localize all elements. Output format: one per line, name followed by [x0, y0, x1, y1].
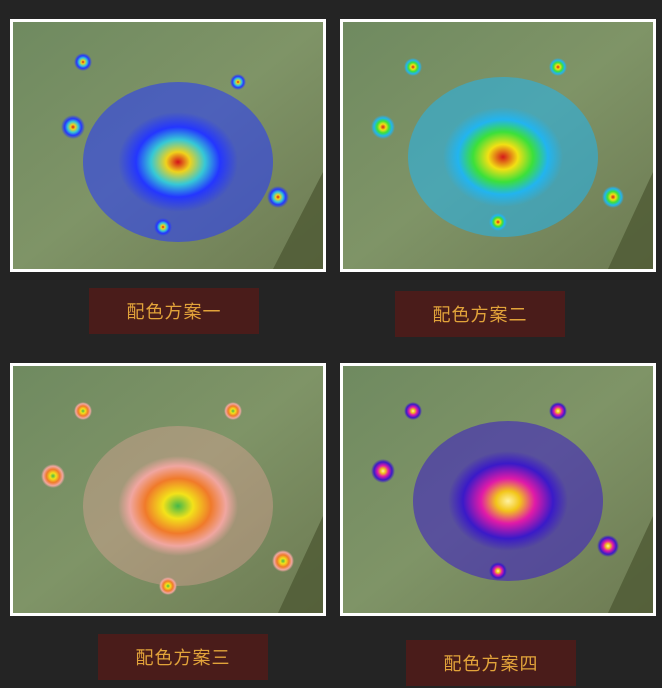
heatmap-map-4	[343, 366, 653, 613]
heatmap-panel-3	[10, 363, 326, 616]
caption-2: 配色方案二	[395, 291, 565, 337]
heatmap-map-2	[343, 22, 653, 269]
heatmap-map-1	[13, 22, 323, 269]
heatmap-panel-1	[10, 19, 326, 272]
caption-1: 配色方案一	[89, 288, 259, 334]
heatmap-panel-4	[340, 363, 656, 616]
heatmap-panel-2	[340, 19, 656, 272]
caption-4: 配色方案四	[406, 640, 576, 686]
caption-3: 配色方案三	[98, 634, 268, 680]
heatmap-map-3	[13, 366, 323, 613]
